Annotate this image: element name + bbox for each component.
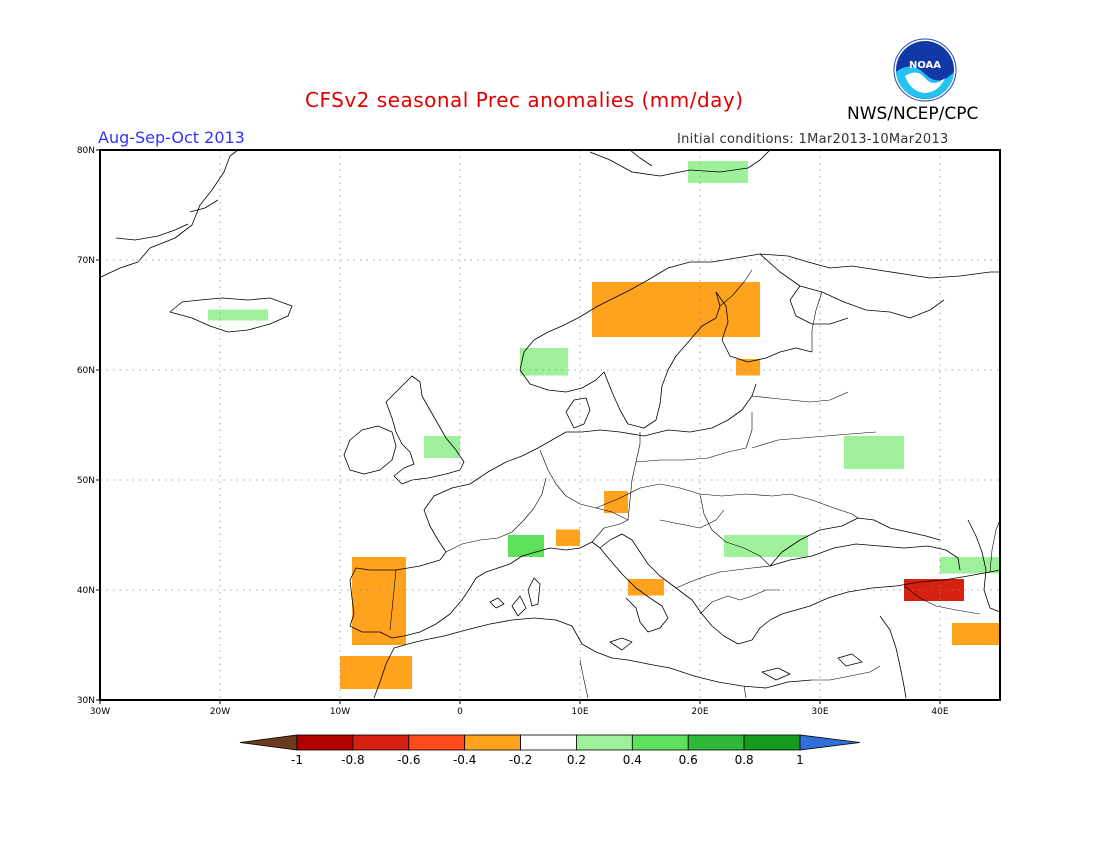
forecast-period: Aug-Sep-Oct 2013 [98,128,245,147]
y-tick-label: 40N [77,586,95,596]
colorbar-label: 0.8 [735,753,754,767]
x-tick-label: 20W [210,707,230,717]
anomaly-cell [508,535,544,557]
noaa-logo-text: NOAA [909,60,941,71]
y-tick-label: 60N [77,366,95,376]
longitude-ticks: 30W 20W 10W 0 10E 20E 30E 40E [90,700,949,717]
map-frame [99,149,1001,701]
x-tick-label: 10W [330,707,350,717]
anomaly-cell [424,436,460,458]
colorbar-label: 0.4 [623,753,642,767]
colorbar-high-arrow [799,734,861,751]
x-tick-label: 40E [931,707,948,717]
colorbar-swatch [743,734,801,751]
latitude-ticks: 30N 40N 50N 60N 70N 80N [77,146,100,706]
anomaly-cell [904,579,964,601]
anomaly-cell [520,348,568,376]
colorbar-label: 1 [796,753,804,767]
lat-lon-grid [100,150,1000,700]
x-tick-label: 30E [811,707,828,717]
colorbar-swatch [464,734,521,751]
colorbar-swatch [352,734,410,751]
initial-conditions: Initial conditions: 1Mar2013-10Mar2013 [677,132,949,147]
colorbar-label: -0.6 [397,753,420,767]
chart-title: CFSv2 seasonal Prec anomalies (mm/day) [305,88,744,112]
x-tick-label: 30W [90,707,110,717]
anomaly-cell [628,579,664,596]
y-tick-label: 80N [77,146,95,156]
y-tick-label: 30N [77,696,95,706]
anomaly-cell [340,656,412,689]
coastlines [100,149,1001,699]
anomaly-cell [604,491,628,513]
colorbar-label: -0.4 [453,753,476,767]
anomaly-cell [592,282,760,337]
colorbar-label: -0.2 [509,753,532,767]
anomaly-cell [352,557,406,645]
anomaly-cell [940,557,1000,574]
x-tick-label: 20E [691,707,708,717]
anomaly-cell [844,436,904,469]
colorbar-label: 0.2 [567,753,586,767]
x-tick-label: 0 [457,707,463,717]
anomaly-cell [556,529,580,546]
colorbar-swatch [576,734,633,751]
y-tick-label: 50N [77,476,95,486]
colorbar-swatch [408,734,466,751]
anomaly-cell [208,309,268,321]
colorbar: -1 -0.8 -0.6 -0.4 -0.2 0.2 0.4 0.6 0.8 1 [239,734,861,767]
colorbar-swatch [631,734,689,751]
colorbar-swatch [296,734,354,751]
colorbar-swatch [520,734,577,751]
colorbar-swatch [687,734,745,751]
anomaly-cell [724,535,808,557]
anomaly-cells [208,161,1000,689]
colorbar-label: -0.8 [341,753,364,767]
anomaly-cell [952,623,1000,645]
x-tick-label: 10E [571,707,588,717]
agency-label: NWS/NCEP/CPC [847,104,979,124]
anomaly-cell [736,359,760,376]
y-tick-label: 70N [77,256,95,266]
colorbar-low-arrow [239,734,298,751]
country-borders [389,269,1001,699]
colorbar-label: -1 [291,753,303,767]
noaa-logo: NOAA [893,38,957,102]
colorbar-label: 0.6 [679,753,698,767]
